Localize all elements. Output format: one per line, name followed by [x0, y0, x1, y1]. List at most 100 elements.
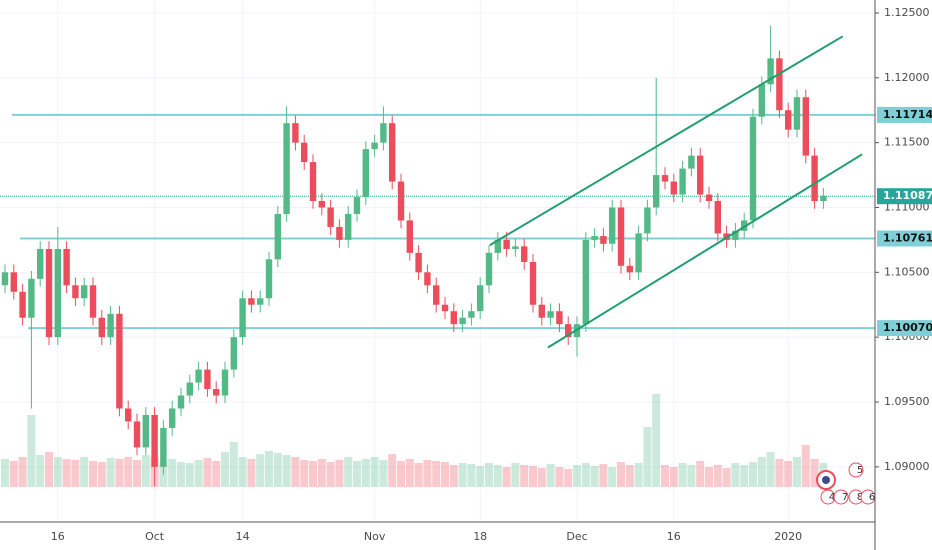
volume-bar: [291, 457, 300, 487]
volume-bar: [581, 463, 590, 487]
x-tick-label: 14: [236, 530, 250, 543]
candle-body: [424, 272, 431, 286]
volume-bar: [326, 462, 335, 487]
volume-bar: [273, 453, 282, 487]
volume-bar: [687, 465, 696, 487]
candle-body: [107, 313, 114, 338]
x-tick-label: 16: [51, 530, 65, 543]
candle-body: [327, 207, 334, 227]
candle-body: [257, 298, 264, 305]
event-badge-label: 6: [869, 492, 875, 503]
candle-body: [72, 285, 79, 299]
volume-bar: [1, 459, 9, 487]
candle-body: [767, 58, 774, 85]
trend-line: [489, 35, 844, 246]
candle-body: [609, 207, 616, 244]
volume-bar: [97, 462, 106, 487]
candle-body: [186, 382, 193, 396]
volume-bar: [775, 459, 784, 487]
volume-bar: [177, 462, 185, 487]
candle-body: [591, 236, 598, 240]
volume-bar: [731, 463, 740, 487]
volume-bar: [388, 454, 397, 487]
volume-bar: [256, 454, 265, 487]
event-badge-label: 5: [857, 465, 863, 476]
volume-bar: [265, 451, 273, 487]
volume-bar: [361, 459, 370, 487]
volume-bar: [194, 460, 203, 487]
volume-bar: [625, 465, 634, 487]
volume-bar: [282, 455, 291, 487]
candle-body: [1, 272, 9, 286]
candle-body: [468, 311, 475, 318]
y-tick-label: 1.11500: [884, 136, 930, 149]
level-label: 1.11714: [883, 108, 932, 121]
trend-line: [547, 153, 863, 349]
volume-bar: [599, 464, 608, 487]
volume-bar: [238, 457, 247, 487]
candle-body: [160, 427, 167, 467]
candle-body: [283, 123, 290, 214]
volume-bar: [432, 461, 441, 487]
candle-body: [142, 414, 149, 448]
level-label-box: [877, 320, 932, 337]
candle-body: [248, 298, 255, 305]
candle-body: [512, 246, 519, 249]
candle-body: [749, 116, 757, 221]
level-label-box: [877, 106, 932, 123]
volume-bar: [124, 457, 133, 487]
volume-bar: [185, 463, 194, 487]
volume-bar: [678, 463, 687, 487]
volume-bar: [300, 460, 309, 487]
level-label: 1.10070: [883, 321, 932, 334]
volume-bar: [740, 465, 749, 487]
x-tick-label: 16: [667, 530, 681, 543]
candle-body: [485, 252, 493, 286]
candle-body: [714, 200, 721, 234]
candle-body: [635, 233, 642, 273]
event-badge: [833, 489, 849, 505]
level-label: 1.10761: [883, 231, 932, 244]
volume-bar: [757, 457, 766, 487]
event-icon: [822, 476, 830, 484]
level-label-box: [877, 230, 932, 247]
candle-body: [19, 291, 26, 318]
candle-body: [644, 207, 651, 234]
candle-body: [556, 311, 563, 325]
y-tick-label: 1.10500: [884, 265, 930, 278]
candle-body: [345, 213, 352, 240]
volume-bar: [18, 457, 27, 487]
volume-bar: [643, 427, 652, 487]
candle-body: [670, 181, 677, 195]
candle-body: [318, 200, 325, 208]
volume-bar: [203, 458, 212, 487]
volume-bar: [564, 469, 573, 487]
volume-bar: [537, 468, 546, 487]
candle-body: [63, 248, 70, 286]
candle-body: [177, 395, 185, 409]
candle-body: [116, 313, 123, 409]
candle-body: [793, 97, 801, 130]
candle-body: [538, 304, 545, 318]
volume-bar: [511, 463, 520, 487]
x-tick-label: 2020: [774, 530, 802, 543]
candle-body: [529, 261, 537, 305]
volume-bar: [529, 466, 537, 487]
y-tick-label: 1.09000: [884, 460, 930, 473]
price-axis-bg: [875, 0, 932, 550]
candle-body: [600, 236, 607, 244]
volume-bar: [766, 452, 775, 487]
candle-body: [785, 110, 792, 130]
candle-body: [521, 246, 528, 262]
volume-bar: [652, 394, 661, 487]
candle-body: [441, 304, 449, 312]
candle-body: [292, 123, 299, 143]
candle-body: [776, 58, 783, 111]
volume-bar: [661, 465, 669, 487]
candle-body: [802, 97, 809, 156]
volume-bar: [713, 465, 722, 487]
volume-bar: [546, 464, 555, 487]
candle-body: [230, 337, 237, 370]
candle-body: [503, 239, 510, 249]
